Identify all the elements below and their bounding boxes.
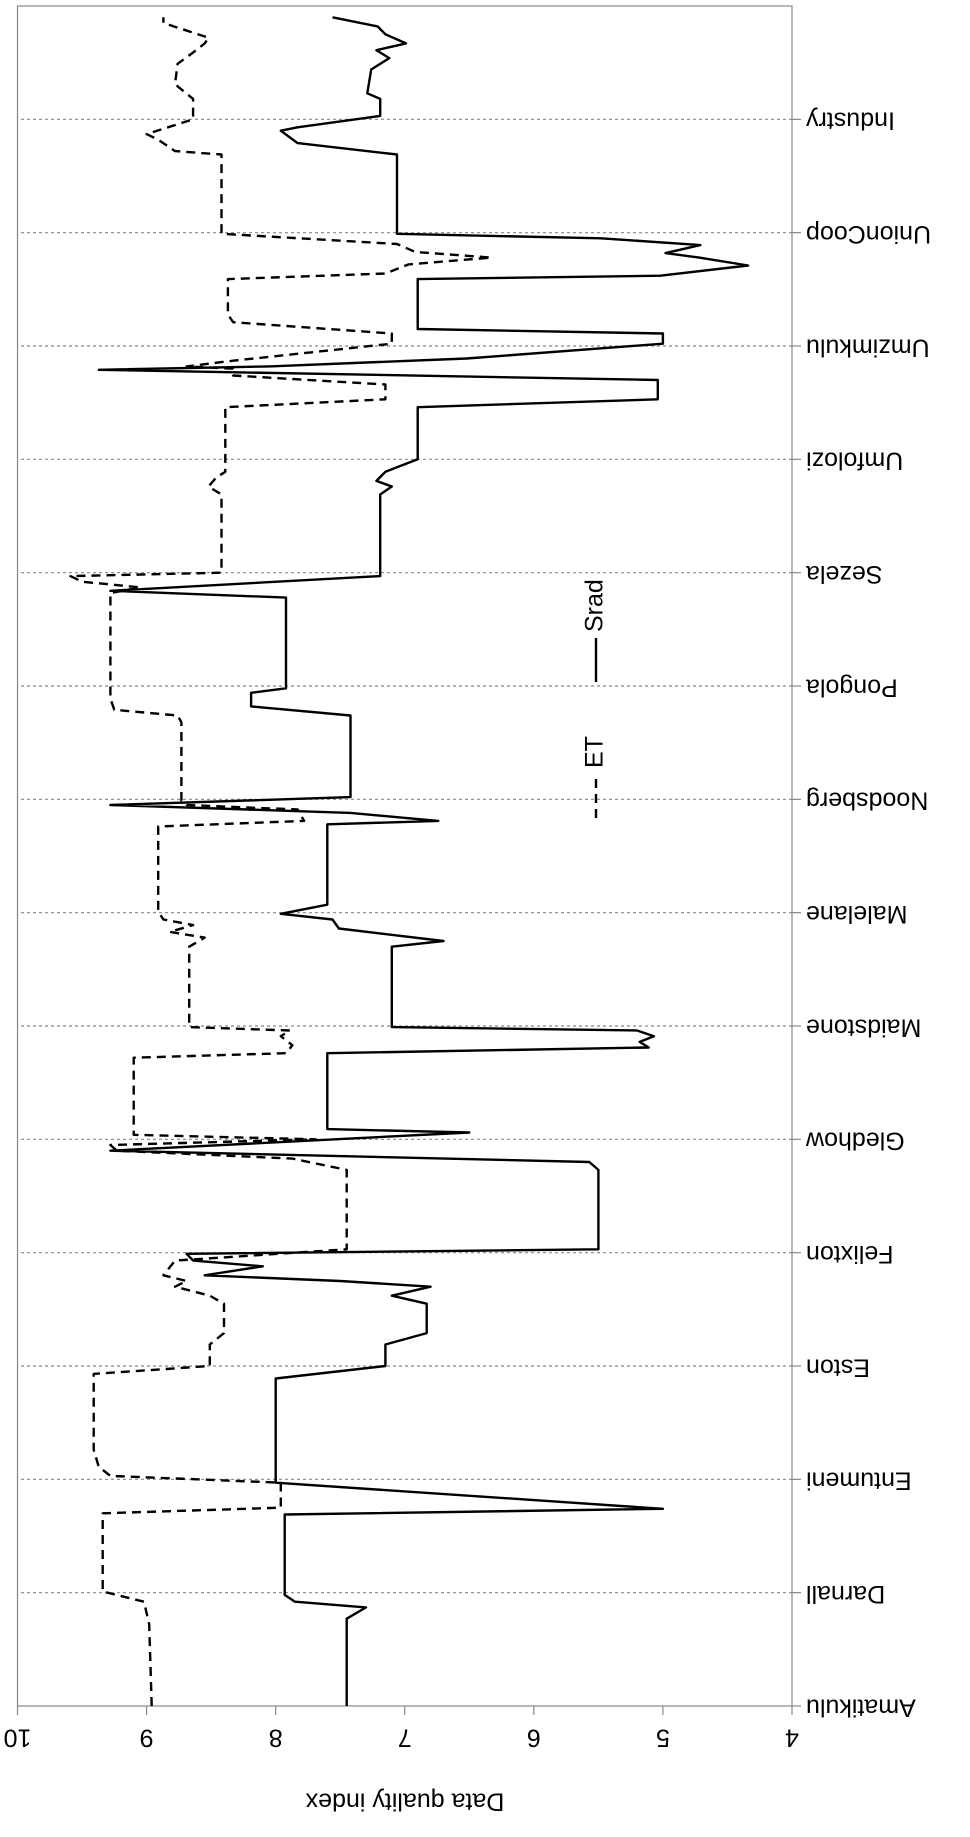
legend-label: Srad bbox=[581, 579, 609, 632]
x-tick-label: Darnall bbox=[806, 1580, 885, 1608]
x-tick-label: Gledhow bbox=[805, 1127, 905, 1155]
x-tick-label: Eston bbox=[806, 1353, 870, 1381]
y-axis-title: Data quality index bbox=[305, 1787, 504, 1815]
x-tick-label: Malelane bbox=[806, 900, 907, 928]
x-tick-label: Entumeni bbox=[806, 1467, 912, 1495]
x-tick-label: Pongola bbox=[806, 673, 898, 701]
series-line bbox=[97, 16, 750, 1706]
x-tick-label: Felixton bbox=[806, 1240, 894, 1268]
series-line bbox=[69, 17, 493, 1707]
y-tick-label: 7 bbox=[398, 1723, 412, 1751]
y-tick-label: 5 bbox=[656, 1723, 670, 1751]
y-tick-label: 8 bbox=[269, 1723, 283, 1751]
chart-frame: Data quality index 4 5 6 7 8 9 10 Amatikulu Darn… bbox=[4, 5, 931, 1815]
x-tick-label: Sezela bbox=[806, 560, 883, 588]
x-tick-label: Umfolozi bbox=[806, 447, 903, 475]
plot-area bbox=[16, 5, 793, 1707]
x-tick-label: Maidstone bbox=[806, 1013, 921, 1041]
y-tick-label: 4 bbox=[785, 1723, 799, 1751]
y-tick-label: 6 bbox=[527, 1723, 541, 1751]
x-tick-label: Noodsberg bbox=[806, 787, 928, 815]
legend-label: ET bbox=[581, 736, 609, 768]
y-tick-label: 10 bbox=[4, 1723, 32, 1751]
legend: ET Srad bbox=[581, 579, 609, 818]
x-tick-label: Amatikulu bbox=[806, 1693, 916, 1721]
x-tick-label: Industry bbox=[806, 107, 895, 135]
x-tick-label: Umzimkulu bbox=[806, 333, 930, 361]
y-tick-label: 9 bbox=[140, 1723, 154, 1751]
x-tick-label: UnionCoop bbox=[806, 220, 931, 248]
